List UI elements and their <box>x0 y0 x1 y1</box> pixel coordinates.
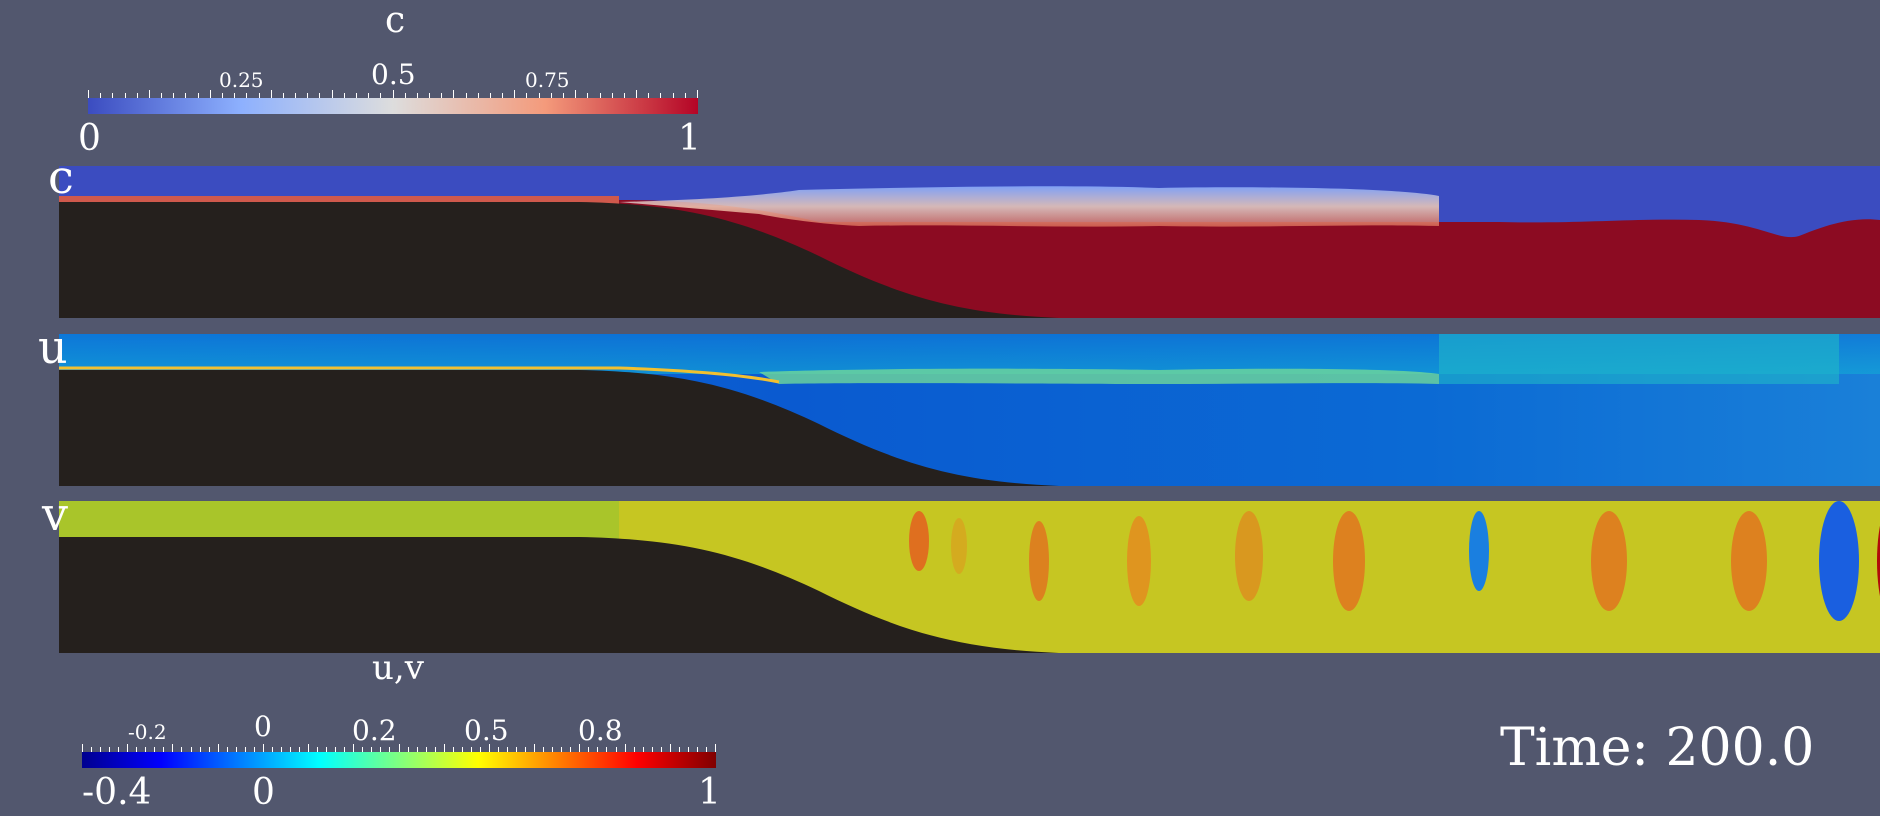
colorbar-uv-min-label: -0.4 <box>82 772 152 813</box>
colorbar-uv-max-label: 1 <box>698 772 721 813</box>
colorbar-uv-label-0-top: 0 <box>254 710 272 743</box>
panel-u-label: u <box>38 320 68 374</box>
colorbar-c-label-075: 0.75 <box>525 68 570 92</box>
field-panel-u <box>59 334 1880 486</box>
colorbar-uv-bar <box>82 744 716 768</box>
colorbar-uv-label-05: 0.5 <box>464 714 509 747</box>
field-panel-c <box>59 166 1880 318</box>
colorbar-c-title: c <box>385 0 406 41</box>
colorbar-c-label-025: 0.25 <box>219 68 264 92</box>
colorbar-c-min-label: 0 <box>78 118 101 159</box>
time-annotation: Time: 200.0 <box>1500 718 1815 778</box>
colorbar-c-max-label: 1 <box>678 118 701 159</box>
colorbar-c-label-05: 0.5 <box>371 58 416 91</box>
colorbar-c-bar <box>88 90 698 114</box>
colorbar-uv <box>82 744 716 768</box>
panel-v-label: v <box>42 487 68 541</box>
colorbar-uv-label-02: 0.2 <box>352 714 397 747</box>
colorbar-c <box>88 90 698 114</box>
colorbar-uv-zero-label: 0 <box>252 772 275 813</box>
colorbar-uv-label-neg02: -0.2 <box>128 720 167 744</box>
panel-c-label: c <box>48 150 74 204</box>
colorbar-uv-title: u,v <box>372 648 424 688</box>
field-panel-v <box>59 501 1880 653</box>
colorbar-uv-label-08: 0.8 <box>578 714 623 747</box>
